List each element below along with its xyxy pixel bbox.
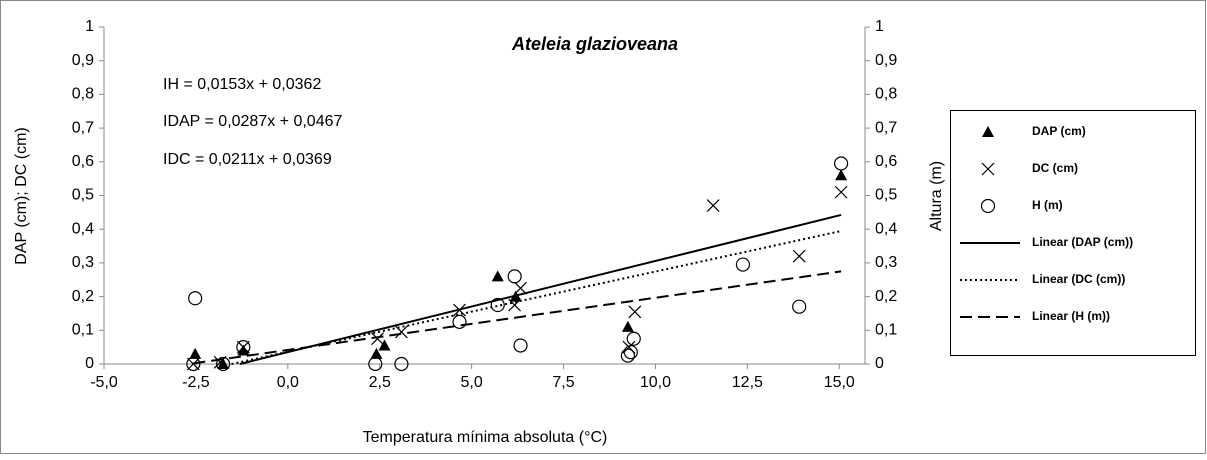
point: [213, 355, 227, 369]
y2-axis-label: Altura (m): [928, 161, 945, 231]
legend-marker: [980, 198, 996, 214]
point: [834, 185, 848, 199]
y2-tick-label: 0: [875, 355, 884, 372]
y-tick-label: 1: [85, 18, 94, 35]
y2-tick-label: 0,9: [875, 52, 897, 69]
point: [368, 356, 383, 372]
legend-label: DAP (cm): [1032, 124, 1086, 138]
x-axis-label: Temperatura mínima absoluta (°C): [363, 429, 608, 446]
trendline: [231, 230, 842, 365]
y-tick-label: 0,8: [72, 86, 94, 103]
point: [513, 338, 528, 353]
legend-marker: [981, 162, 995, 176]
annotation: IDC = 0,0211x + 0,0369: [163, 151, 332, 168]
chart-title: Ateleia glazioveana: [511, 34, 678, 54]
y-tick-label: 0,5: [72, 187, 94, 204]
point: [378, 339, 391, 351]
annotation: IH = 0,0153x + 0,0362: [163, 76, 321, 93]
point: [620, 348, 635, 363]
point: [509, 290, 522, 302]
point: [452, 314, 467, 329]
point: [792, 249, 806, 263]
y-tick-label: 0: [85, 355, 94, 372]
trendline: [239, 213, 842, 365]
y2-tick-label: 0,2: [875, 288, 897, 305]
y-tick-label: 0,9: [72, 52, 94, 69]
point: [626, 331, 641, 346]
y2-tick-label: 0,1: [875, 322, 897, 339]
point: [507, 269, 522, 284]
point: [370, 347, 383, 359]
point: [453, 303, 466, 317]
y-tick-label: 0,4: [72, 220, 94, 237]
point: [490, 297, 505, 313]
y2-tick-label: 0,5: [875, 187, 897, 204]
point: [216, 356, 231, 372]
x-tick-label: 0,0: [277, 374, 299, 391]
x-tick-label: 2,5: [369, 374, 391, 391]
point: [623, 345, 638, 360]
x-tick-label: -5,0: [90, 374, 118, 391]
y2-tick-label: 0,4: [875, 220, 897, 237]
point: [186, 357, 200, 371]
legend-label: Linear (H (m)): [1032, 309, 1110, 323]
point: [792, 299, 807, 314]
point: [514, 281, 527, 295]
point: [186, 356, 201, 372]
point: [834, 156, 849, 171]
legend-label: DC (cm): [1032, 161, 1078, 175]
point: [508, 298, 522, 312]
y2-tick-label: 0,6: [875, 153, 897, 170]
point: [236, 340, 250, 354]
x-tick-label: 15,0: [824, 374, 855, 391]
x-tick-label: -2,5: [182, 374, 210, 391]
legend-label: Linear (DC (cm)): [1032, 272, 1125, 286]
point: [189, 347, 202, 359]
legend-box: [950, 110, 1196, 356]
point: [236, 340, 251, 355]
point: [835, 169, 848, 181]
y-tick-label: 0,2: [72, 288, 94, 305]
legend-label: H (m): [1032, 198, 1063, 212]
y2-tick-label: 0,7: [875, 119, 897, 136]
x-tick-label: 12,5: [732, 374, 763, 391]
y2-tick-label: 1: [875, 18, 884, 35]
point: [628, 305, 642, 319]
y2-tick-label: 0,8: [875, 86, 897, 103]
y-tick-label: 0,7: [72, 119, 94, 136]
y2-tick-label: 0,3: [875, 254, 897, 271]
x-tick-label: 7,5: [552, 374, 574, 391]
y-tick-label: 0,6: [72, 153, 94, 170]
point: [735, 257, 751, 272]
point: [706, 199, 720, 213]
x-tick-label: 10,0: [640, 374, 671, 391]
y-axis-label: DAP (cm); DC (cm): [13, 127, 30, 264]
point: [217, 358, 230, 369]
annotation: IDAP = 0,0287x + 0,0467: [163, 113, 343, 130]
point: [394, 356, 409, 372]
point: [394, 325, 408, 339]
legend-marker: [982, 126, 994, 137]
point: [188, 291, 203, 306]
point: [621, 320, 634, 332]
x-tick-label: 5,0: [461, 374, 483, 391]
y-tick-label: 0,1: [72, 322, 94, 339]
point: [371, 332, 384, 346]
legend-label: Linear (DAP (cm)): [1032, 235, 1133, 249]
point: [491, 270, 504, 282]
trendline: [193, 270, 842, 365]
y-tick-label: 0,3: [72, 254, 94, 271]
